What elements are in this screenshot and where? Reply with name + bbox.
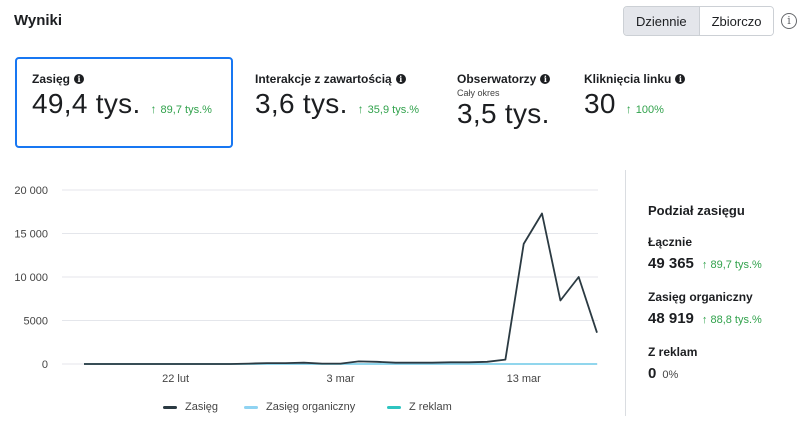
toggle-cumulative[interactable]: Zbiorczo [698, 7, 774, 35]
legend-item-ads[interactable]: Z reklam [387, 401, 452, 413]
panel-divider [625, 170, 626, 416]
metric-followers[interactable]: Obserwatorzy i Cały okres 3,5 tys. [457, 72, 551, 130]
legend-swatch [244, 405, 258, 409]
info-icon[interactable]: i [74, 74, 85, 84]
metric-sublabel: Cały okres [457, 88, 500, 98]
metric-value: 3,5 tys. [457, 98, 550, 129]
x-tick-label: 22 lut [162, 373, 189, 385]
metric-engagement[interactable]: Interakcje z zawartością i 3,6 tys. ↑ 35,9… [255, 72, 419, 120]
legend-label: Zasięg organiczny [266, 401, 356, 413]
breakdown-percent: 0% [662, 369, 679, 381]
breakdown-organic: Zasięg organiczny 48 919 ↑ 88,8 tys.% [648, 290, 762, 327]
breakdown-total: Łącznie 49 365 ↑ 89,7 tys.% [648, 235, 762, 272]
metric-value: 3,6 tys. [255, 88, 348, 119]
info-icon[interactable]: i [395, 74, 406, 84]
metric-delta: ↑ 35,9 tys.% [357, 102, 420, 116]
y-tick-label: 15 000 [14, 229, 48, 241]
metric-delta: ↑ 100% [625, 102, 664, 116]
y-tick-label: 10 000 [14, 272, 48, 284]
metric-value: 49,4 tys. [32, 88, 141, 119]
x-tick-label: 13 mar [507, 373, 542, 385]
y-tick-label: 20 000 [14, 185, 48, 197]
breakdown-title: Podział zasięgu [648, 203, 745, 218]
metric-delta: ↑ 89,7 tys.% [150, 102, 212, 116]
breakdown-delta: ↑ 89,7 tys.% [701, 259, 762, 271]
metric-label: Interakcje z zawartością i [255, 72, 419, 86]
breakdown-label: Z reklam [648, 345, 698, 359]
info-icon[interactable]: i [675, 74, 686, 84]
breakdown-value: 49 365 [648, 255, 694, 272]
arrow-up-icon: ↑ [150, 102, 157, 116]
metric-link-clicks[interactable]: Kliknięcia linku i 30 ↑ 100% [584, 72, 686, 120]
reach-line-chart: 0 5000 10 000 15 000 20 000 22 lut 3 mar 13 mar [14, 185, 598, 385]
metric-label: Kliknięcia linku i [584, 72, 686, 86]
legend-label: Zasięg [185, 401, 219, 413]
toggle-daily[interactable]: Dziennie [624, 7, 699, 35]
arrow-up-icon: ↑ [701, 314, 708, 326]
metric-label: Zasięg i [32, 72, 212, 86]
arrow-up-icon: ↑ [701, 259, 708, 271]
legend-swatch [387, 405, 401, 409]
breakdown-label: Zasięg organiczny [648, 290, 753, 304]
legend-label: Z reklam [409, 401, 452, 413]
breakdown-ads: Z reklam 0 0% [648, 345, 697, 382]
breakdown-delta: ↑ 88,8 tys.% [701, 314, 762, 326]
info-icon[interactable]: i [540, 74, 551, 84]
metric-reach[interactable]: Zasięg i 49,4 tys. ↑ 89,7 tys.% [15, 57, 233, 148]
breakdown-label: Łącznie [648, 235, 693, 249]
info-icon[interactable]: i [781, 13, 797, 29]
legend-swatch [163, 405, 177, 409]
period-toggle[interactable]: Dziennie Zbiorczo [623, 6, 775, 36]
y-tick-label: 0 [42, 359, 48, 371]
arrow-up-icon: ↑ [357, 102, 364, 116]
arrow-up-icon: ↑ [625, 102, 632, 116]
page-title: Wyniki [14, 12, 63, 29]
series-line-reach [84, 212, 598, 365]
breakdown-value: 0 [648, 365, 657, 382]
metric-value: 30 [584, 88, 616, 119]
legend-item-reach[interactable]: Zasięg [163, 401, 218, 413]
breakdown-value: 48 919 [648, 310, 694, 327]
x-tick-label: 3 mar [326, 373, 354, 385]
y-tick-label: 5000 [24, 316, 48, 328]
metric-label: Obserwatorzy i [457, 72, 551, 86]
legend-item-organic[interactable]: Zasięg organiczny [244, 401, 355, 413]
